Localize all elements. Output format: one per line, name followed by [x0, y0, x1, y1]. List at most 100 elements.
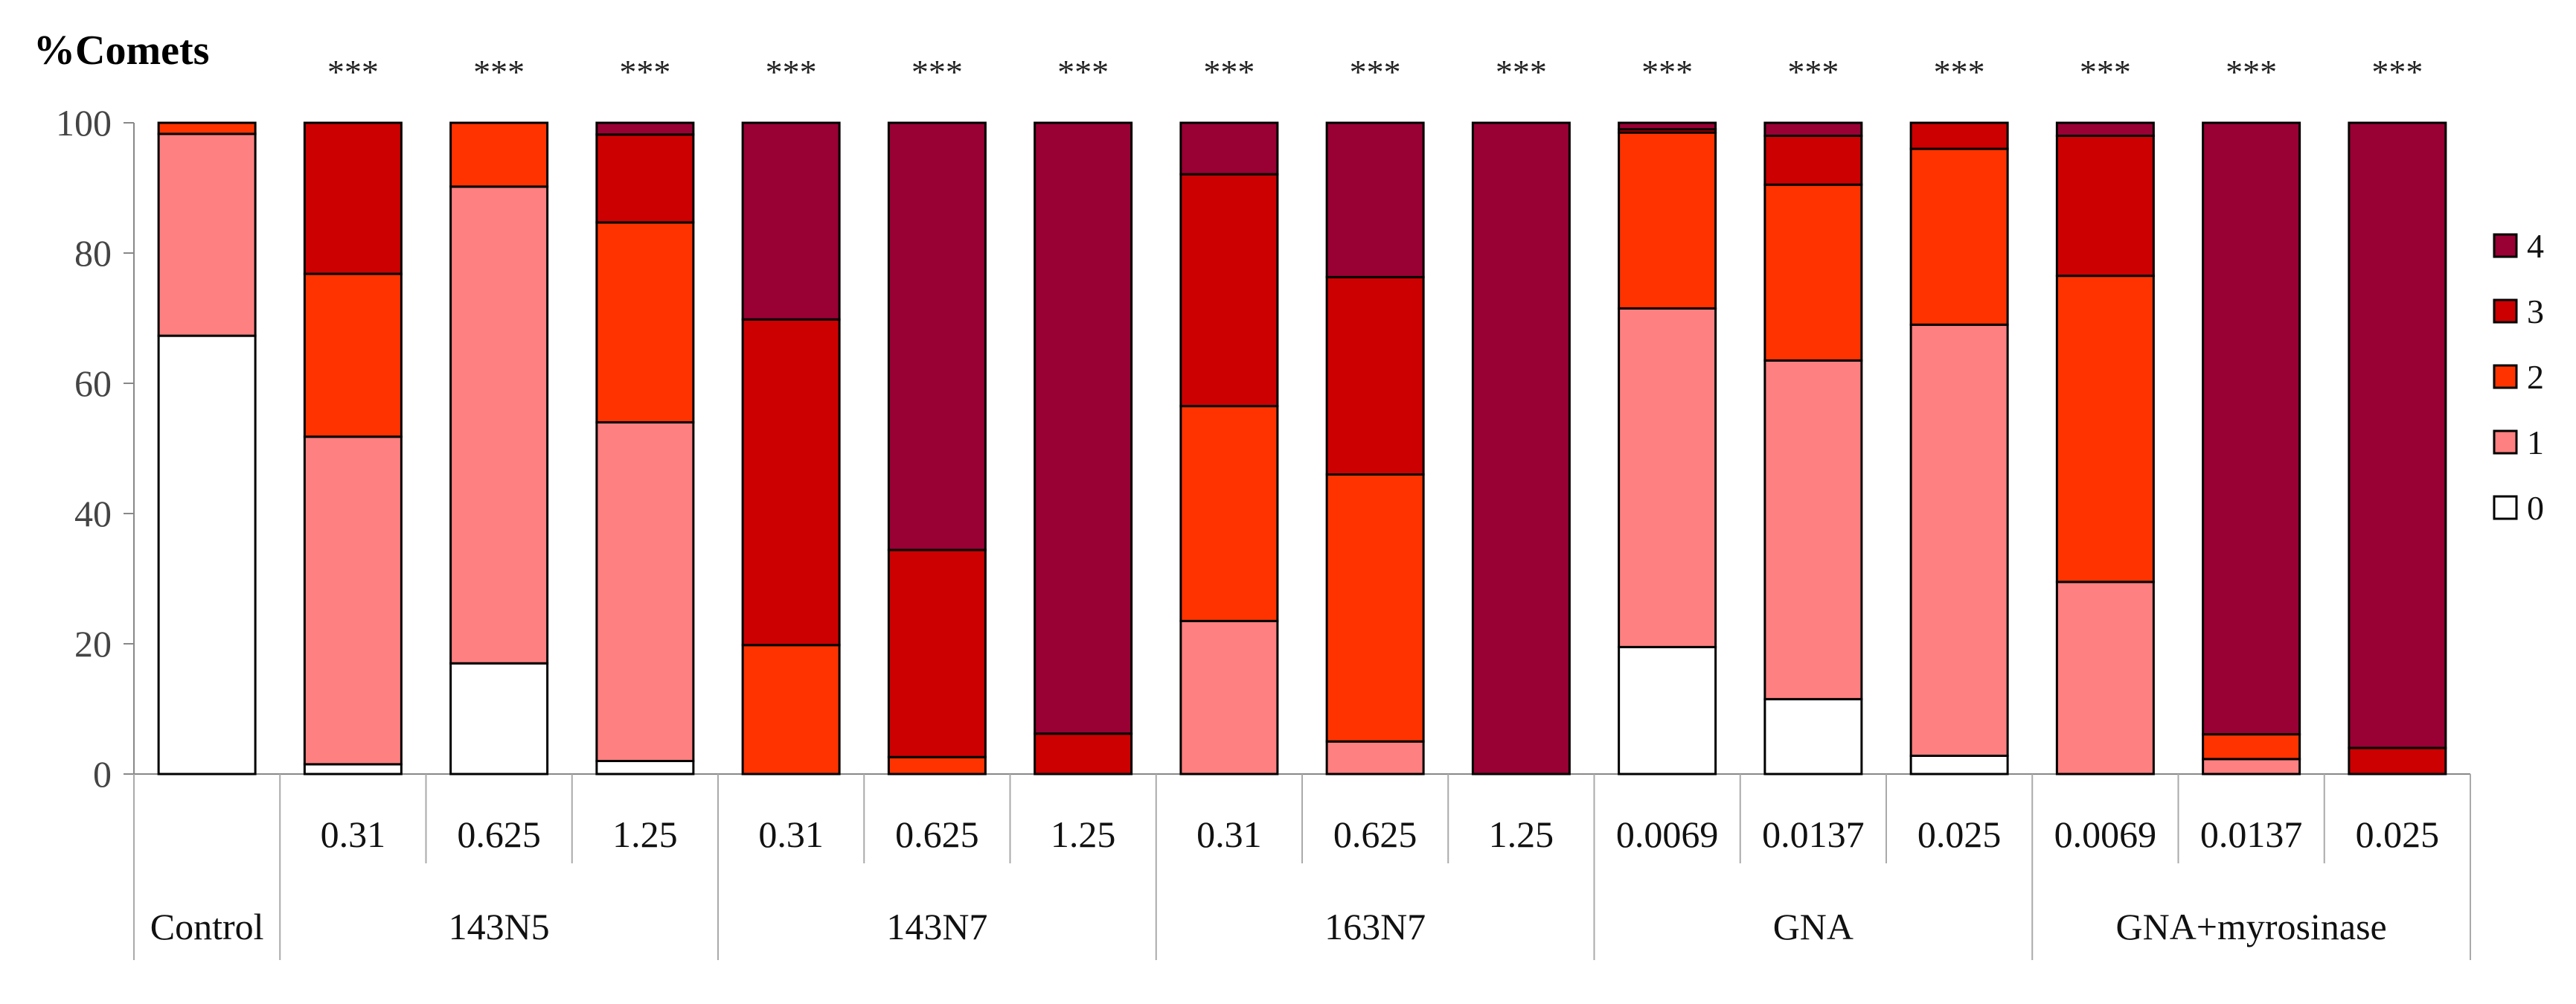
bar-segment-3 [1034, 732, 1133, 776]
group-label: 143N5 [449, 906, 550, 947]
bar-segment-4 [1763, 121, 1863, 137]
significance-label: *** [2080, 53, 2131, 91]
bar-segment-4 [1471, 121, 1571, 776]
bar-segment-3 [1909, 121, 2009, 150]
bar-segment-2 [449, 121, 549, 188]
bar-segment-4 [887, 121, 987, 551]
bar-segment-0 [157, 334, 257, 776]
concentration-label: 0.31 [321, 813, 386, 855]
legend-swatch-0 [2493, 495, 2518, 520]
bar-segment-0 [449, 662, 549, 776]
concentration-label: 0.31 [1196, 813, 1262, 855]
bar-segment-4 [595, 121, 695, 136]
legend-swatch-4 [2493, 233, 2518, 258]
concentration-label: 0.625 [457, 813, 541, 855]
concentration-label: 1.25 [1051, 813, 1116, 855]
significance-label: *** [766, 53, 817, 91]
bar-segment-3 [1325, 275, 1425, 476]
legend-label-2: 2 [2527, 358, 2544, 396]
legend-label-1: 1 [2527, 423, 2544, 461]
category-table: 0.31 0.625 1.25 0.31 0.625 1.25 0.31 0.625 1.25 0… [133, 774, 2471, 960]
bar-segment-1 [2202, 758, 2301, 776]
bar-segment-3 [303, 121, 403, 275]
bar-segment-2 [1618, 131, 1717, 310]
group-label: GNA+myrosinase [2115, 906, 2386, 947]
bar-segment-1 [2055, 581, 2155, 776]
bar-segment-3 [1763, 135, 1863, 186]
bar-segment-4 [1325, 121, 1425, 278]
legend-label-4: 4 [2527, 227, 2544, 265]
bar-segment-2 [1909, 147, 2009, 326]
bar-segment-1 [1325, 740, 1425, 776]
group-label: 163N7 [1324, 906, 1426, 947]
bar-segment-0 [1763, 697, 1863, 776]
bar-segment-1 [1909, 323, 2009, 757]
bar-segment-4 [1034, 121, 1133, 735]
bar-segment-2 [887, 755, 987, 776]
bar-segment-4 [1179, 121, 1279, 176]
legend-swatch-1 [2493, 429, 2518, 455]
bar-segment-4 [741, 121, 841, 321]
bars: *** *** *** *** *** *** *** *** *** *** *** *** *** *… [157, 53, 2447, 776]
bar-segment-0 [595, 760, 695, 776]
significance-label: *** [2226, 53, 2277, 91]
significance-label: *** [619, 53, 670, 91]
legend-swatch-2 [2493, 364, 2518, 389]
y-tick-label: 20 [74, 623, 112, 665]
legend-label-0: 0 [2527, 489, 2544, 527]
bar-segment-1 [595, 421, 695, 762]
y-tick-label: 60 [74, 362, 112, 404]
bar-segment-2 [1179, 405, 1279, 622]
concentration-label: 0.625 [1333, 813, 1417, 855]
concentration-label: 0.025 [1917, 813, 2002, 855]
bar-segment-1 [1763, 359, 1863, 700]
bar-segment-0 [1618, 645, 1717, 776]
y-axis-title: %Comets [33, 28, 209, 74]
bar-segment-4 [2202, 121, 2301, 736]
bar-segment-1 [449, 185, 549, 665]
significance-label: *** [1787, 53, 1839, 91]
y-tick-label: 100 [56, 102, 112, 144]
significance-label: *** [473, 53, 525, 91]
concentration-label: 0.625 [895, 813, 979, 855]
bar-segment-2 [595, 221, 695, 423]
bar-segment-3 [2348, 746, 2447, 776]
significance-label: *** [1350, 53, 1401, 91]
y-tick-label: 40 [74, 493, 112, 534]
group-label: GNA [1773, 906, 1853, 947]
concentration-label: 0.0137 [2200, 813, 2303, 855]
bar-segment-2 [2202, 733, 2301, 761]
bar-segment-3 [595, 133, 695, 224]
bar-segment-0 [303, 763, 403, 776]
legend-label-3: 3 [2527, 292, 2544, 330]
significance-label: *** [911, 53, 963, 91]
bar-segment-1 [157, 132, 257, 337]
bar-segment-3 [887, 549, 987, 758]
concentration-label: 1.25 [1489, 813, 1554, 855]
legend-swatch-3 [2493, 298, 2518, 324]
bar-segment-2 [2055, 275, 2155, 583]
bar-segment-3 [741, 318, 841, 647]
group-label: Control [150, 906, 264, 947]
concentration-label: 1.25 [612, 813, 678, 855]
concentration-label: 0.31 [758, 813, 824, 855]
bar-segment-1 [303, 435, 403, 766]
bar-segment-2 [303, 272, 403, 438]
concentration-label: 0.025 [2356, 813, 2440, 855]
bar-segment-0 [1909, 755, 2009, 776]
significance-label: *** [1203, 53, 1255, 91]
concentration-label: 0.0069 [1616, 813, 1719, 855]
y-tick-label: 80 [74, 232, 112, 274]
bar-segment-3 [2055, 135, 2155, 278]
significance-label: *** [327, 53, 379, 91]
concentration-label: 0.0137 [1762, 813, 1865, 855]
bar-segment-4 [1618, 121, 1717, 131]
bar-segment-1 [1179, 619, 1279, 776]
bar-segment-2 [1763, 183, 1863, 362]
group-label: 143N7 [886, 906, 987, 947]
bar-segment-2 [741, 644, 841, 776]
bar-segment-4 [2348, 121, 2447, 749]
bar-segment-2 [1325, 473, 1425, 743]
significance-label: *** [1057, 53, 1109, 91]
